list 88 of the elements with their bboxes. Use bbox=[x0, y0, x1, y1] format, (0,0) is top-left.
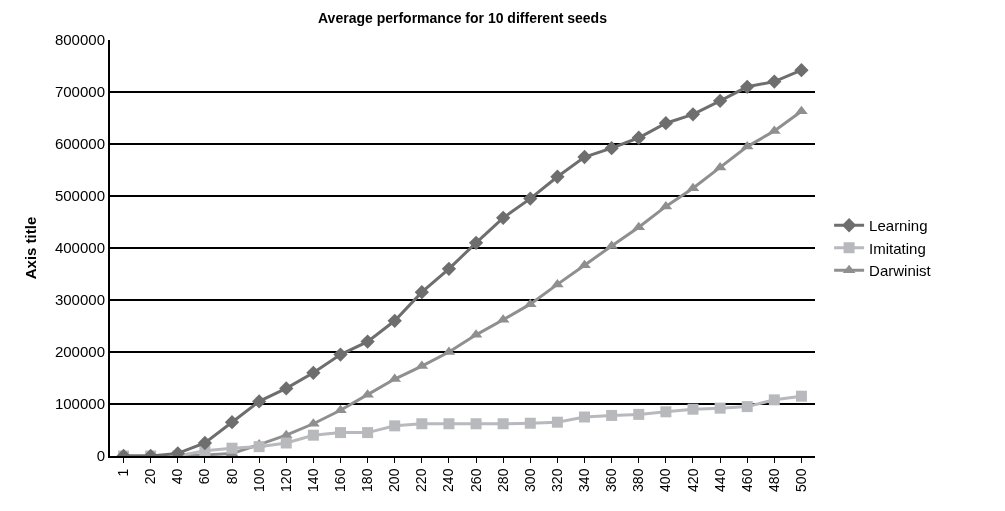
point bbox=[550, 169, 565, 184]
y-tick-label: 500000 bbox=[54, 187, 105, 205]
point bbox=[577, 149, 592, 165]
point bbox=[362, 427, 374, 439]
x-tick-label: 280 bbox=[494, 468, 511, 492]
point bbox=[496, 210, 511, 225]
point bbox=[524, 417, 536, 429]
point bbox=[251, 394, 267, 409]
y-tick-label: 100000 bbox=[54, 395, 105, 413]
point bbox=[685, 107, 701, 122]
x-tick-label: 60 bbox=[196, 468, 213, 485]
point bbox=[360, 334, 375, 349]
y-axis-title: Axis title bbox=[21, 216, 39, 280]
x-tick-label: 40 bbox=[169, 468, 186, 485]
point bbox=[443, 418, 455, 430]
x-tick-label: 240 bbox=[440, 468, 457, 492]
point bbox=[253, 441, 265, 453]
y-tick-label: 800000 bbox=[54, 31, 105, 49]
y-tick-label: 600000 bbox=[54, 135, 105, 153]
x-tick-label: 500 bbox=[792, 468, 809, 492]
point bbox=[713, 161, 727, 171]
x-tick-label: 480 bbox=[765, 468, 782, 492]
point bbox=[279, 381, 294, 396]
point bbox=[523, 191, 538, 206]
point bbox=[307, 429, 319, 441]
point bbox=[740, 79, 755, 94]
point bbox=[551, 278, 564, 288]
point bbox=[197, 435, 213, 451]
x-tick-label: 140 bbox=[304, 468, 321, 492]
point bbox=[658, 116, 674, 131]
point bbox=[794, 63, 809, 78]
point bbox=[441, 261, 457, 276]
y-tick-label: 300000 bbox=[54, 291, 105, 309]
x-tick-label: 120 bbox=[277, 468, 294, 492]
point bbox=[741, 401, 753, 413]
point bbox=[389, 420, 401, 432]
legend-label: Learning bbox=[869, 217, 928, 235]
point bbox=[387, 313, 402, 328]
x-tick-label: 300 bbox=[521, 468, 538, 492]
x-tick-label: 340 bbox=[576, 468, 593, 492]
x-tick-label: 200 bbox=[386, 468, 403, 492]
x-tick-label: 420 bbox=[684, 468, 701, 492]
point bbox=[687, 403, 699, 415]
x-tick-label: 160 bbox=[332, 468, 349, 492]
point bbox=[470, 418, 482, 430]
point bbox=[224, 415, 240, 430]
x-tick-label: 220 bbox=[413, 468, 430, 492]
y-tick-label: 0 bbox=[96, 447, 105, 465]
x-tick-label: 320 bbox=[548, 468, 565, 492]
point bbox=[660, 406, 672, 418]
chart-title: Average performance for 10 different seeds bbox=[318, 9, 608, 26]
point bbox=[633, 408, 645, 420]
point bbox=[795, 390, 807, 402]
x-tick-label: 1 bbox=[115, 468, 132, 477]
point bbox=[497, 418, 509, 430]
x-tick-label: 380 bbox=[630, 468, 647, 492]
x-tick-label: 80 bbox=[223, 468, 240, 485]
x-tick-label: 460 bbox=[738, 468, 755, 492]
point bbox=[333, 347, 348, 362]
x-tick-label: 360 bbox=[603, 468, 620, 492]
x-tick-label: 440 bbox=[711, 468, 728, 492]
point bbox=[579, 411, 591, 423]
point bbox=[414, 285, 429, 300]
y-tick-label: 700000 bbox=[54, 83, 105, 101]
point bbox=[712, 93, 728, 108]
legend-label: Imitating bbox=[869, 239, 926, 257]
point bbox=[604, 141, 619, 156]
point bbox=[468, 235, 484, 250]
legend-label: Darwinist bbox=[869, 262, 932, 280]
point bbox=[768, 394, 780, 406]
point bbox=[280, 437, 292, 449]
x-tick-label: 20 bbox=[142, 468, 159, 485]
point bbox=[767, 74, 782, 89]
point bbox=[551, 416, 563, 428]
point bbox=[631, 130, 646, 145]
point bbox=[659, 200, 673, 210]
point bbox=[606, 409, 618, 421]
y-tick-label: 200000 bbox=[54, 343, 105, 361]
x-tick-label: 100 bbox=[250, 468, 267, 492]
y-tick-label: 400000 bbox=[54, 239, 105, 257]
point bbox=[334, 427, 346, 439]
point bbox=[226, 442, 238, 454]
point bbox=[416, 418, 428, 430]
point bbox=[714, 402, 726, 414]
x-tick-label: 400 bbox=[657, 468, 674, 492]
point bbox=[306, 365, 321, 380]
x-tick-label: 180 bbox=[359, 468, 376, 492]
x-tick-label: 260 bbox=[467, 468, 484, 492]
